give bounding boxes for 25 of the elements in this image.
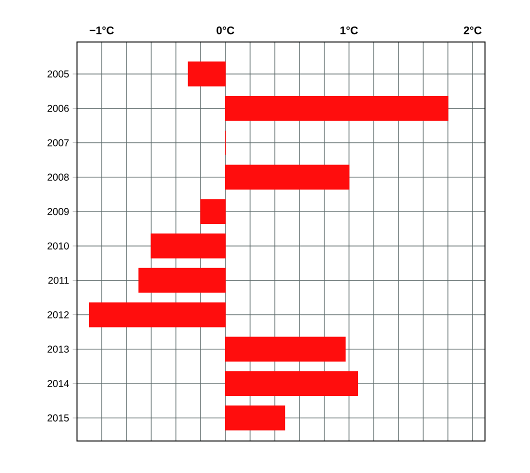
x-tick-label: 1°C: [340, 26, 358, 34]
y-tick-label: 2007: [48, 139, 69, 146]
y-tick-label: 2013: [48, 346, 69, 353]
bar: [224, 164, 350, 190]
x-tick-label: 2°C: [464, 26, 482, 34]
bar: [224, 406, 286, 430]
y-tick-label: 2005: [48, 70, 69, 78]
bar: [188, 62, 226, 86]
x-tick-label: −1°C: [90, 26, 114, 34]
y-tick-label: 2012: [48, 311, 69, 318]
y-tick-label: 2014: [48, 380, 69, 388]
y-tick-label: 2006: [48, 104, 69, 112]
bar: [224, 96, 448, 121]
y-tick-label: 2010: [48, 242, 69, 250]
y-tick-label: 2008: [48, 174, 69, 181]
x-tick-label: 0°C: [216, 26, 234, 34]
bar: [224, 336, 346, 362]
bar: [224, 371, 358, 396]
y-tick-label: 2011: [48, 276, 69, 284]
bar: [200, 199, 226, 224]
bar: [138, 268, 226, 293]
bar: [88, 302, 226, 328]
bar: [150, 234, 226, 258]
y-tick-label: 2015: [48, 414, 69, 422]
y-tick-label: 2009: [48, 208, 69, 216]
